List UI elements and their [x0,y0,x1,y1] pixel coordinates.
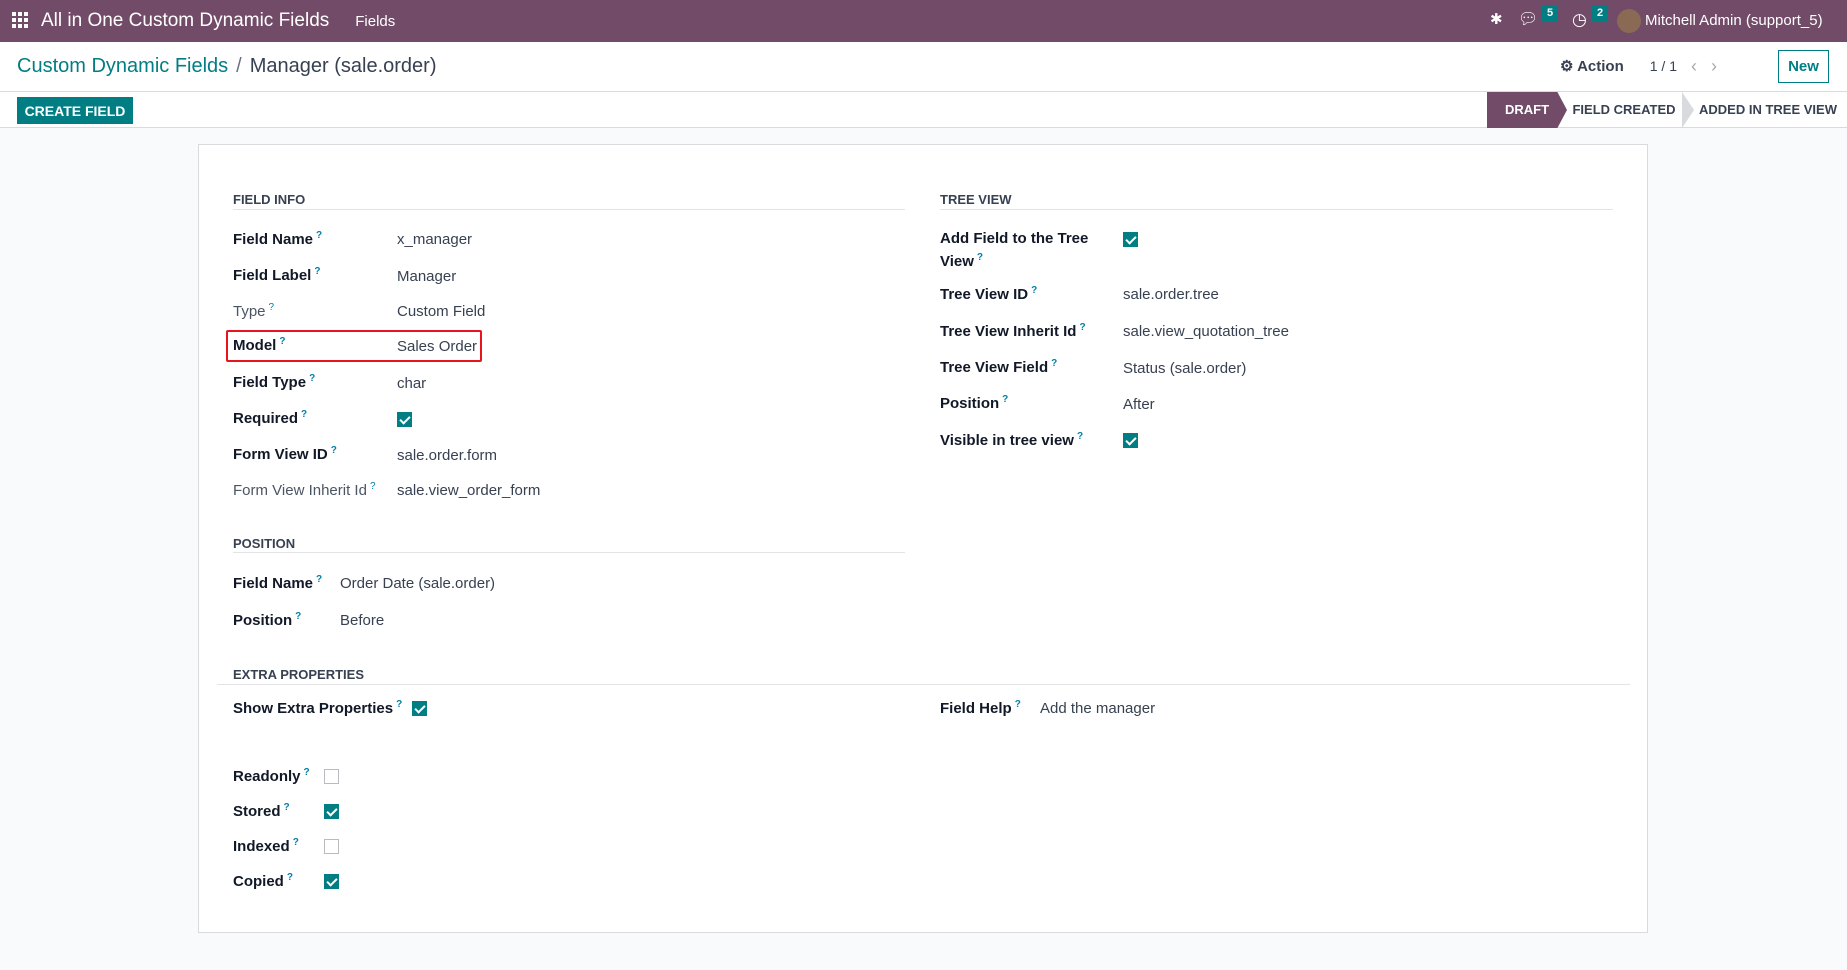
label-copied: Copied? [233,872,293,890]
value-position-field-name[interactable]: Order Date (sale.order) [340,575,496,592]
value-model[interactable]: Sales Order [397,338,478,355]
label-field-name: Field Name? [233,230,323,248]
value-tree-view-id[interactable]: sale.order.tree [1123,286,1219,303]
pager-value[interactable]: 1 / 1 [1649,58,1677,74]
readonly-checkbox[interactable] [324,769,339,784]
label-show-extra: Show Extra Properties? [233,699,403,717]
chat-icon[interactable]: 💬︎ [1518,11,1539,28]
value-field-help[interactable]: Add the manager [1040,700,1156,717]
status-draft[interactable]: DRAFT [1487,92,1567,128]
label-field-label: Field Label? [233,266,321,284]
clock-icon[interactable]: ◷ [1572,10,1587,29]
section-tree-view: TREE VIEW [940,192,1012,207]
breadcrumb-separator: / [236,54,242,77]
value-field-name[interactable]: x_manager [397,231,473,248]
show-extra-checkbox[interactable] [412,701,427,716]
messages-badge: 5 [1542,6,1559,21]
add-field-tree-checkbox[interactable] [1123,232,1138,247]
label-form-view-id: Form View ID? [233,445,337,463]
avatar[interactable] [1617,9,1641,33]
breadcrumb: Custom Dynamic Fields / Manager (sale.or… [17,52,436,80]
value-tree-position[interactable]: After [1123,396,1155,413]
user-menu[interactable]: Mitchell Admin (support_5) [1645,12,1823,29]
value-type[interactable]: Custom Field [397,303,486,320]
visible-tree-checkbox[interactable] [1123,433,1138,448]
label-add-field-tree-2: View? [940,252,984,270]
breadcrumb-parent[interactable]: Custom Dynamic Fields [17,54,229,77]
label-stored: Stored? [233,802,290,820]
label-add-field-tree: Add Field to the Tree [940,230,1089,247]
value-position[interactable]: Before [340,612,385,629]
value-form-view-id[interactable]: sale.order.form [397,447,498,464]
top-navbar: All in One Custom Dynamic Fields Fields … [0,0,1847,42]
label-tree-view-id: Tree View ID? [940,285,1038,303]
label-tree-view-field: Tree View Field? [940,358,1058,376]
action-button[interactable]: ⚙ Action [1560,58,1624,75]
section-position: POSITION [233,536,296,551]
indexed-checkbox[interactable] [324,839,339,854]
label-type: Type? [233,302,275,320]
label-position-field-name: Field Name? [233,574,323,592]
label-field-help: Field Help? [940,699,1021,717]
menu-fields[interactable]: Fields [355,12,396,30]
status-field-created[interactable]: FIELD CREATED [1572,102,1676,117]
create-field-button[interactable]: CREATE FIELD [17,97,133,124]
value-tree-view-field[interactable]: Status (sale.order) [1123,360,1247,377]
pager-next-icon[interactable]: › [1710,55,1717,76]
label-form-view-inherit-id: Form View Inherit Id? [233,481,376,499]
label-readonly: Readonly? [233,767,310,785]
label-visible-tree: Visible in tree view? [940,431,1084,449]
highlight-box [226,330,482,362]
form-sheet [198,144,1648,933]
required-checkbox[interactable] [397,412,412,427]
stored-checkbox[interactable] [324,804,339,819]
status-added-in-tree-view[interactable]: ADDED IN TREE VIEW [1699,102,1837,117]
action-label: Action [1577,58,1624,75]
apps-menu-icon[interactable] [12,12,28,28]
label-indexed: Indexed? [233,837,299,855]
label-model: Model? [233,336,286,354]
label-tree-position: Position? [940,394,1009,412]
section-extra-properties: EXTRA PROPERTIES [233,667,364,682]
value-tree-view-inherit-id[interactable]: sale.view_quotation_tree [1123,323,1289,340]
value-field-label[interactable]: Manager [397,268,457,285]
label-required: Required? [233,409,308,427]
new-button[interactable]: New [1778,50,1829,83]
label-tree-view-inherit-id: Tree View Inherit Id? [940,322,1086,340]
section-field-info: FIELD INFO [233,192,306,207]
breadcrumb-current: Manager (sale.order) [249,54,437,77]
value-form-view-inherit-id[interactable]: sale.view_order_form [397,482,541,499]
app-title[interactable]: All in One Custom Dynamic Fields [41,10,330,31]
value-field-type[interactable]: char [397,375,427,392]
label-position: Position? [233,611,302,629]
pager-prev-icon[interactable]: ‹ [1690,55,1697,76]
copied-checkbox[interactable] [324,874,339,889]
activities-badge: 2 [1592,6,1609,21]
label-field-type: Field Type? [233,373,316,391]
bug-icon[interactable]: ✱ [1490,11,1503,28]
